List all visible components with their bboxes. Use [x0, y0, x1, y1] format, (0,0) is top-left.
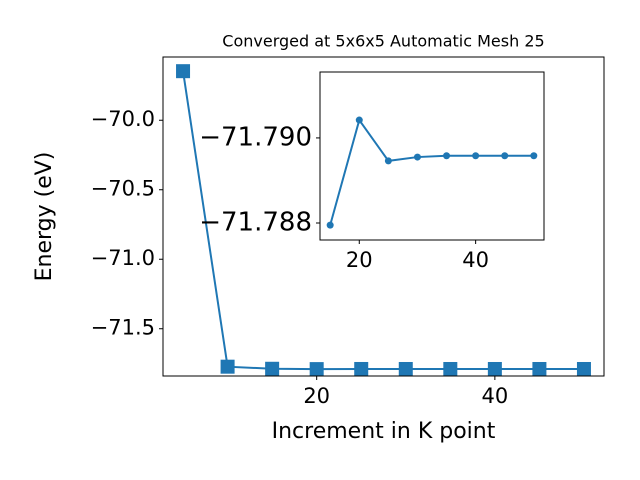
chart-title: Converged at 5x6x5 Automatic Mesh 25: [222, 32, 544, 51]
x-tick-label: 20: [346, 248, 373, 272]
data-line: [329, 117, 534, 226]
data-point: [530, 152, 538, 160]
y-tick-label: −70.0: [91, 107, 155, 131]
data-point: [532, 361, 547, 376]
data-point: [398, 361, 413, 376]
y-tick-label: −71.0: [91, 246, 155, 270]
axes-frame: [319, 71, 545, 241]
data-point: [355, 116, 363, 124]
data-point: [443, 152, 451, 160]
data-point: [487, 361, 502, 376]
data-point: [176, 64, 191, 79]
data-point: [309, 362, 324, 377]
data-point: [265, 361, 280, 376]
x-tick-label: 40: [462, 248, 489, 272]
data-point: [220, 359, 235, 374]
data-point: [443, 361, 458, 376]
y-axis-label: Energy (eV): [32, 152, 57, 282]
data-point: [354, 361, 369, 376]
x-tick-label: 20: [303, 384, 330, 408]
data-line: [182, 71, 584, 371]
data-point: [413, 153, 421, 161]
data-point: [326, 221, 334, 229]
y-tick-label: −71.5: [91, 316, 155, 340]
x-tick-label: 40: [481, 384, 508, 408]
axes-frame: [162, 56, 605, 377]
data-point: [501, 152, 509, 160]
data-point: [576, 361, 591, 376]
y-tick-label: −71.788: [199, 207, 312, 237]
y-tick-label: −71.790: [199, 122, 312, 152]
y-tick-label: −70.5: [91, 177, 155, 201]
data-point: [384, 157, 392, 165]
data-point: [472, 152, 480, 160]
x-axis-label: Increment in K point: [272, 419, 496, 444]
